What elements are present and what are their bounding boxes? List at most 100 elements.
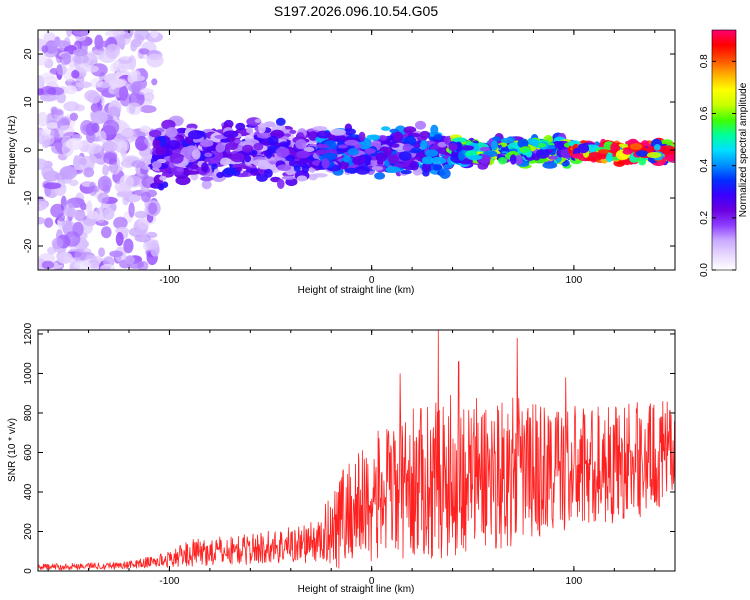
- spectrogram-blob: [176, 167, 184, 173]
- spectrogram-blob: [422, 162, 432, 173]
- spectrogram-blob: [43, 182, 62, 190]
- spectrogram-blob: [38, 111, 48, 127]
- spectrogram-blob: [358, 131, 366, 142]
- spectrogram-blob: [219, 157, 232, 166]
- spectrogram-blob: [131, 160, 146, 168]
- spectrogram-blob: [41, 165, 55, 179]
- x-tick-label: -100: [159, 576, 179, 587]
- spectrogram-blob: [375, 152, 388, 162]
- y-tick-label: 0: [23, 568, 34, 574]
- spectrogram-blob: [155, 146, 168, 156]
- spectrogram-blob: [646, 152, 662, 159]
- spectrogram-blob: [200, 176, 214, 182]
- spectrogram-blob: [223, 167, 238, 175]
- y-tick-label: 20: [23, 48, 34, 60]
- spectrogram-blob: [371, 166, 384, 171]
- spectrogram-blob: [152, 138, 161, 149]
- spectrogram-blob: [492, 136, 501, 142]
- spectrogram-blob: [134, 210, 148, 219]
- spectrogram-blob: [490, 140, 498, 151]
- snr-x-ticks: -100 0 100: [47, 330, 656, 587]
- spectrogram-blob: [58, 125, 75, 138]
- spectrogram-blob: [598, 149, 610, 154]
- spectrogram-blob: [117, 185, 131, 194]
- spectrogram-blob: [267, 136, 279, 146]
- spectrogram-blob: [257, 159, 270, 170]
- spectrogram-blob: [122, 195, 130, 206]
- figure-title: S197.2026.096.10.54.G05: [274, 3, 438, 19]
- spectrogram-blob: [59, 53, 72, 65]
- spectrogram-blob: [424, 149, 439, 157]
- spectrogram-blob: [130, 81, 142, 93]
- spectrogram-blob: [281, 175, 296, 180]
- spectrogram-blob: [138, 48, 150, 55]
- spectrogram-blob: [85, 65, 99, 73]
- spectrogram-blob: [97, 175, 112, 192]
- spectrogram-blob: [134, 30, 150, 41]
- spectrogram-blob: [56, 92, 67, 104]
- spectrogram-blob: [328, 133, 336, 142]
- spectrogram-blob: [415, 120, 426, 130]
- spectrogram-blob: [188, 130, 204, 140]
- snr-x-label: Height of straight line (km): [298, 584, 415, 595]
- spectrogram-blob: [120, 147, 127, 158]
- spectrogram-blob: [38, 217, 46, 225]
- spectrogram-blob: [38, 200, 47, 211]
- spectrogram-blob: [400, 170, 412, 175]
- spectrogram-blob: [279, 141, 290, 147]
- spectrogram-blob: [393, 163, 410, 168]
- spectrogram-blob: [479, 146, 491, 152]
- snr-frame: [37, 329, 676, 572]
- spectrogram-blob: [542, 161, 558, 169]
- spectrogram-blob: [90, 77, 103, 88]
- spectrogram-blob: [74, 260, 92, 270]
- spectrogram-blob: [98, 48, 117, 64]
- spectrogram-blob: [337, 144, 348, 149]
- snr-series-line: [38, 330, 675, 571]
- x-tick-label: -100: [159, 275, 179, 286]
- spectrogram-blob: [38, 53, 48, 66]
- spectrogram-blob: [277, 178, 285, 189]
- spectrogram-blob: [44, 217, 54, 228]
- spectrogram-blob: [128, 202, 135, 218]
- spectrogram-blob: [295, 139, 307, 150]
- spectrogram-blob: [123, 238, 134, 254]
- spectrogram-blob: [379, 135, 388, 141]
- spectrogram-blob: [244, 154, 252, 163]
- spectrogram-blob: [265, 149, 273, 159]
- colorbar-ticks: 0.0 0.2 0.4 0.6 0.8: [699, 54, 736, 277]
- spectrogram-blob: [666, 150, 675, 155]
- spectrogram-blob: [547, 155, 558, 160]
- spectrogram-blob: [73, 48, 88, 57]
- spectrogram-blob: [43, 75, 58, 84]
- spectrogram-blob: [40, 86, 57, 97]
- spectrogram-blob: [41, 45, 49, 53]
- spectrogram-blob: [107, 106, 121, 117]
- spectrogram-blob: [139, 125, 151, 133]
- spectrogram-blob: [186, 170, 200, 175]
- y-tick-label: 0: [23, 147, 34, 153]
- spectrogram-blob: [275, 117, 286, 126]
- spectrogram-x-ticks: -100 0 100: [47, 30, 656, 286]
- y-tick-label: 10: [23, 96, 34, 108]
- spectrogram-blob: [293, 164, 301, 172]
- spectrogram-blob: [254, 118, 262, 123]
- spectrogram-blob: [83, 167, 95, 178]
- spectrogram-blob: [315, 149, 329, 155]
- spectrogram-blob: [477, 162, 489, 170]
- spectrogram-blob: [150, 30, 159, 39]
- spectrogram-blob: [51, 142, 65, 154]
- spectrogram-blob: [192, 149, 201, 160]
- spectrogram-blob: [101, 226, 112, 239]
- spectrogram-blob: [577, 143, 590, 154]
- spectrogram-blob: [623, 159, 631, 166]
- spectrogram-blob: [79, 157, 87, 166]
- spectrogram-blob: [344, 167, 359, 174]
- spectrogram-blob: [148, 202, 158, 215]
- spectrogram-blob: [289, 129, 297, 134]
- colorbar-tick-label: 0.0: [699, 263, 710, 277]
- spectrogram-blob: [343, 155, 351, 163]
- spectrogram-blob: [610, 142, 617, 153]
- spectrogram-blob: [92, 185, 100, 193]
- spectrogram-blob: [210, 150, 224, 161]
